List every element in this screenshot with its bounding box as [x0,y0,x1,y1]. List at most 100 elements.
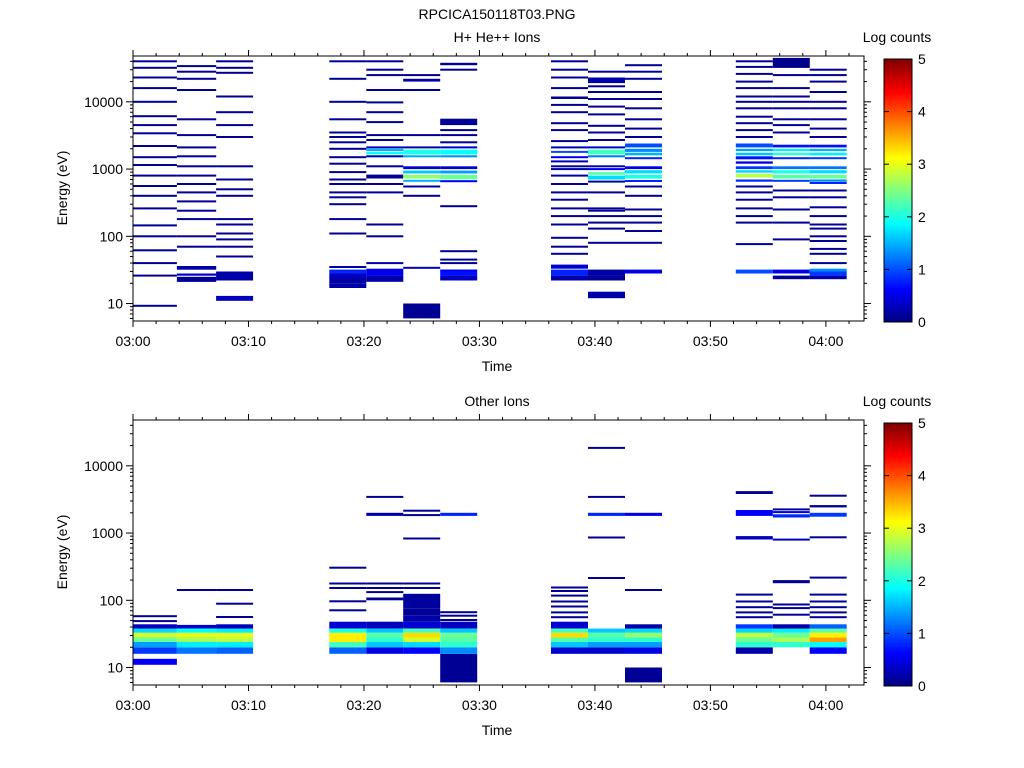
heatmap-cell [133,262,177,265]
colorbar-swatch [884,545,912,549]
heatmap-cell [216,178,254,181]
colorbar-swatch [884,166,912,169]
heatmap-cell [588,149,625,155]
colorbar-swatch [884,547,912,551]
heatmap-cell [176,209,217,212]
colorbar-swatch [884,423,912,426]
heatmap-cell [809,91,847,93]
heatmap-cell [735,107,773,110]
colorbar-swatch [884,657,912,661]
heatmap-cell [625,642,662,648]
heatmap-cell [216,194,254,197]
heatmap-cell [551,160,588,163]
colorbar-swatch [884,306,912,310]
heatmap-cell [366,176,404,179]
heatmap-cell [176,155,217,158]
heatmap-cell [735,221,773,224]
heatmap-cell [403,303,441,319]
colorbar-swatch [884,78,912,82]
heatmap-cell [772,580,810,584]
colorbar-swatch [884,659,912,663]
heatmap-cell [588,131,625,134]
heatmap-cell [625,157,662,160]
heatmap-cell [329,171,367,174]
heatmap-cell [133,647,177,654]
heatmap-cell [216,602,254,605]
heatmap-cell [366,268,404,276]
heatmap-cell [772,196,810,199]
heatmap-cell [403,632,441,638]
heatmap-cell [440,250,478,253]
colorbar-swatch [884,644,912,647]
heatmap-cell [133,164,177,166]
colorbar-tick-label: 4 [918,468,926,484]
heatmap-cell [403,621,441,629]
colorbar-swatch [884,181,912,185]
heatmap-cell [625,70,662,73]
colorbar-swatch [884,118,912,121]
colorbar-swatch [884,585,912,588]
colorbar-swatch [884,464,912,468]
colorbar-swatch [884,113,912,117]
heatmap-cell [735,191,773,194]
colorbar-swatch [884,635,912,639]
heatmap-cell [551,252,588,255]
x-axis-label: Time [482,358,513,374]
heatmap-cell [329,218,367,221]
heatmap-cell [588,165,625,168]
heatmap-cell [366,60,404,63]
heatmap-cell [216,95,254,98]
colorbar-swatch [884,488,912,492]
colorbar-swatch [884,609,912,612]
colorbar-swatch [884,83,912,86]
colorbar-swatch [884,289,912,292]
heatmap-cell [366,621,404,629]
heatmap-cell [809,136,847,138]
colorbar-swatch [884,144,912,148]
heatmap-cell [403,642,441,648]
colorbar-swatch [884,216,912,220]
heatmap-cell [176,628,217,633]
heatmap-cell [735,616,773,619]
heatmap-cell [176,118,217,121]
colorbar-swatch [884,668,912,672]
heatmap-cell [329,203,367,206]
heatmap-cell [735,647,773,654]
heatmap-cell [772,637,810,642]
colorbar-swatch [884,135,912,139]
heatmap-cell [366,642,404,648]
heatmap-cell [403,166,441,170]
heatmap-cell [735,606,773,609]
heatmap-cell [735,491,773,494]
heatmap-cell [440,647,478,654]
heatmap-cell [551,207,588,210]
colorbar-swatch [884,604,912,608]
heatmap-cell [735,269,773,274]
heatmap-cell [735,156,773,160]
heatmap-cell [133,249,177,252]
heatmap-cell [366,74,404,77]
heatmap-cell [551,269,588,276]
x-tick-label: 03:10 [231,697,266,713]
colorbar-swatch [884,291,912,294]
heatmap-cell [809,268,847,272]
heatmap-cell [329,587,367,589]
heatmap-cell [735,72,773,75]
heatmap-cell [366,495,404,498]
heatmap-cell [440,262,478,265]
heatmap-cell [588,291,625,299]
heatmap-cell [772,514,810,518]
heatmap-cell [809,600,847,603]
heatmap-cell [176,183,217,185]
colorbar-swatch [884,190,912,194]
heatmap-cell [133,632,177,638]
heatmap-cell [551,60,588,63]
colorbar-swatch [884,96,912,99]
heatmap-cell [133,60,177,63]
heatmap-cell [809,593,847,596]
colorbar-swatch [884,477,912,481]
colorbar-swatch [884,153,912,156]
colorbar-swatch [884,115,912,119]
heatmap-cell [366,183,404,185]
heatmap-cell [216,624,254,629]
